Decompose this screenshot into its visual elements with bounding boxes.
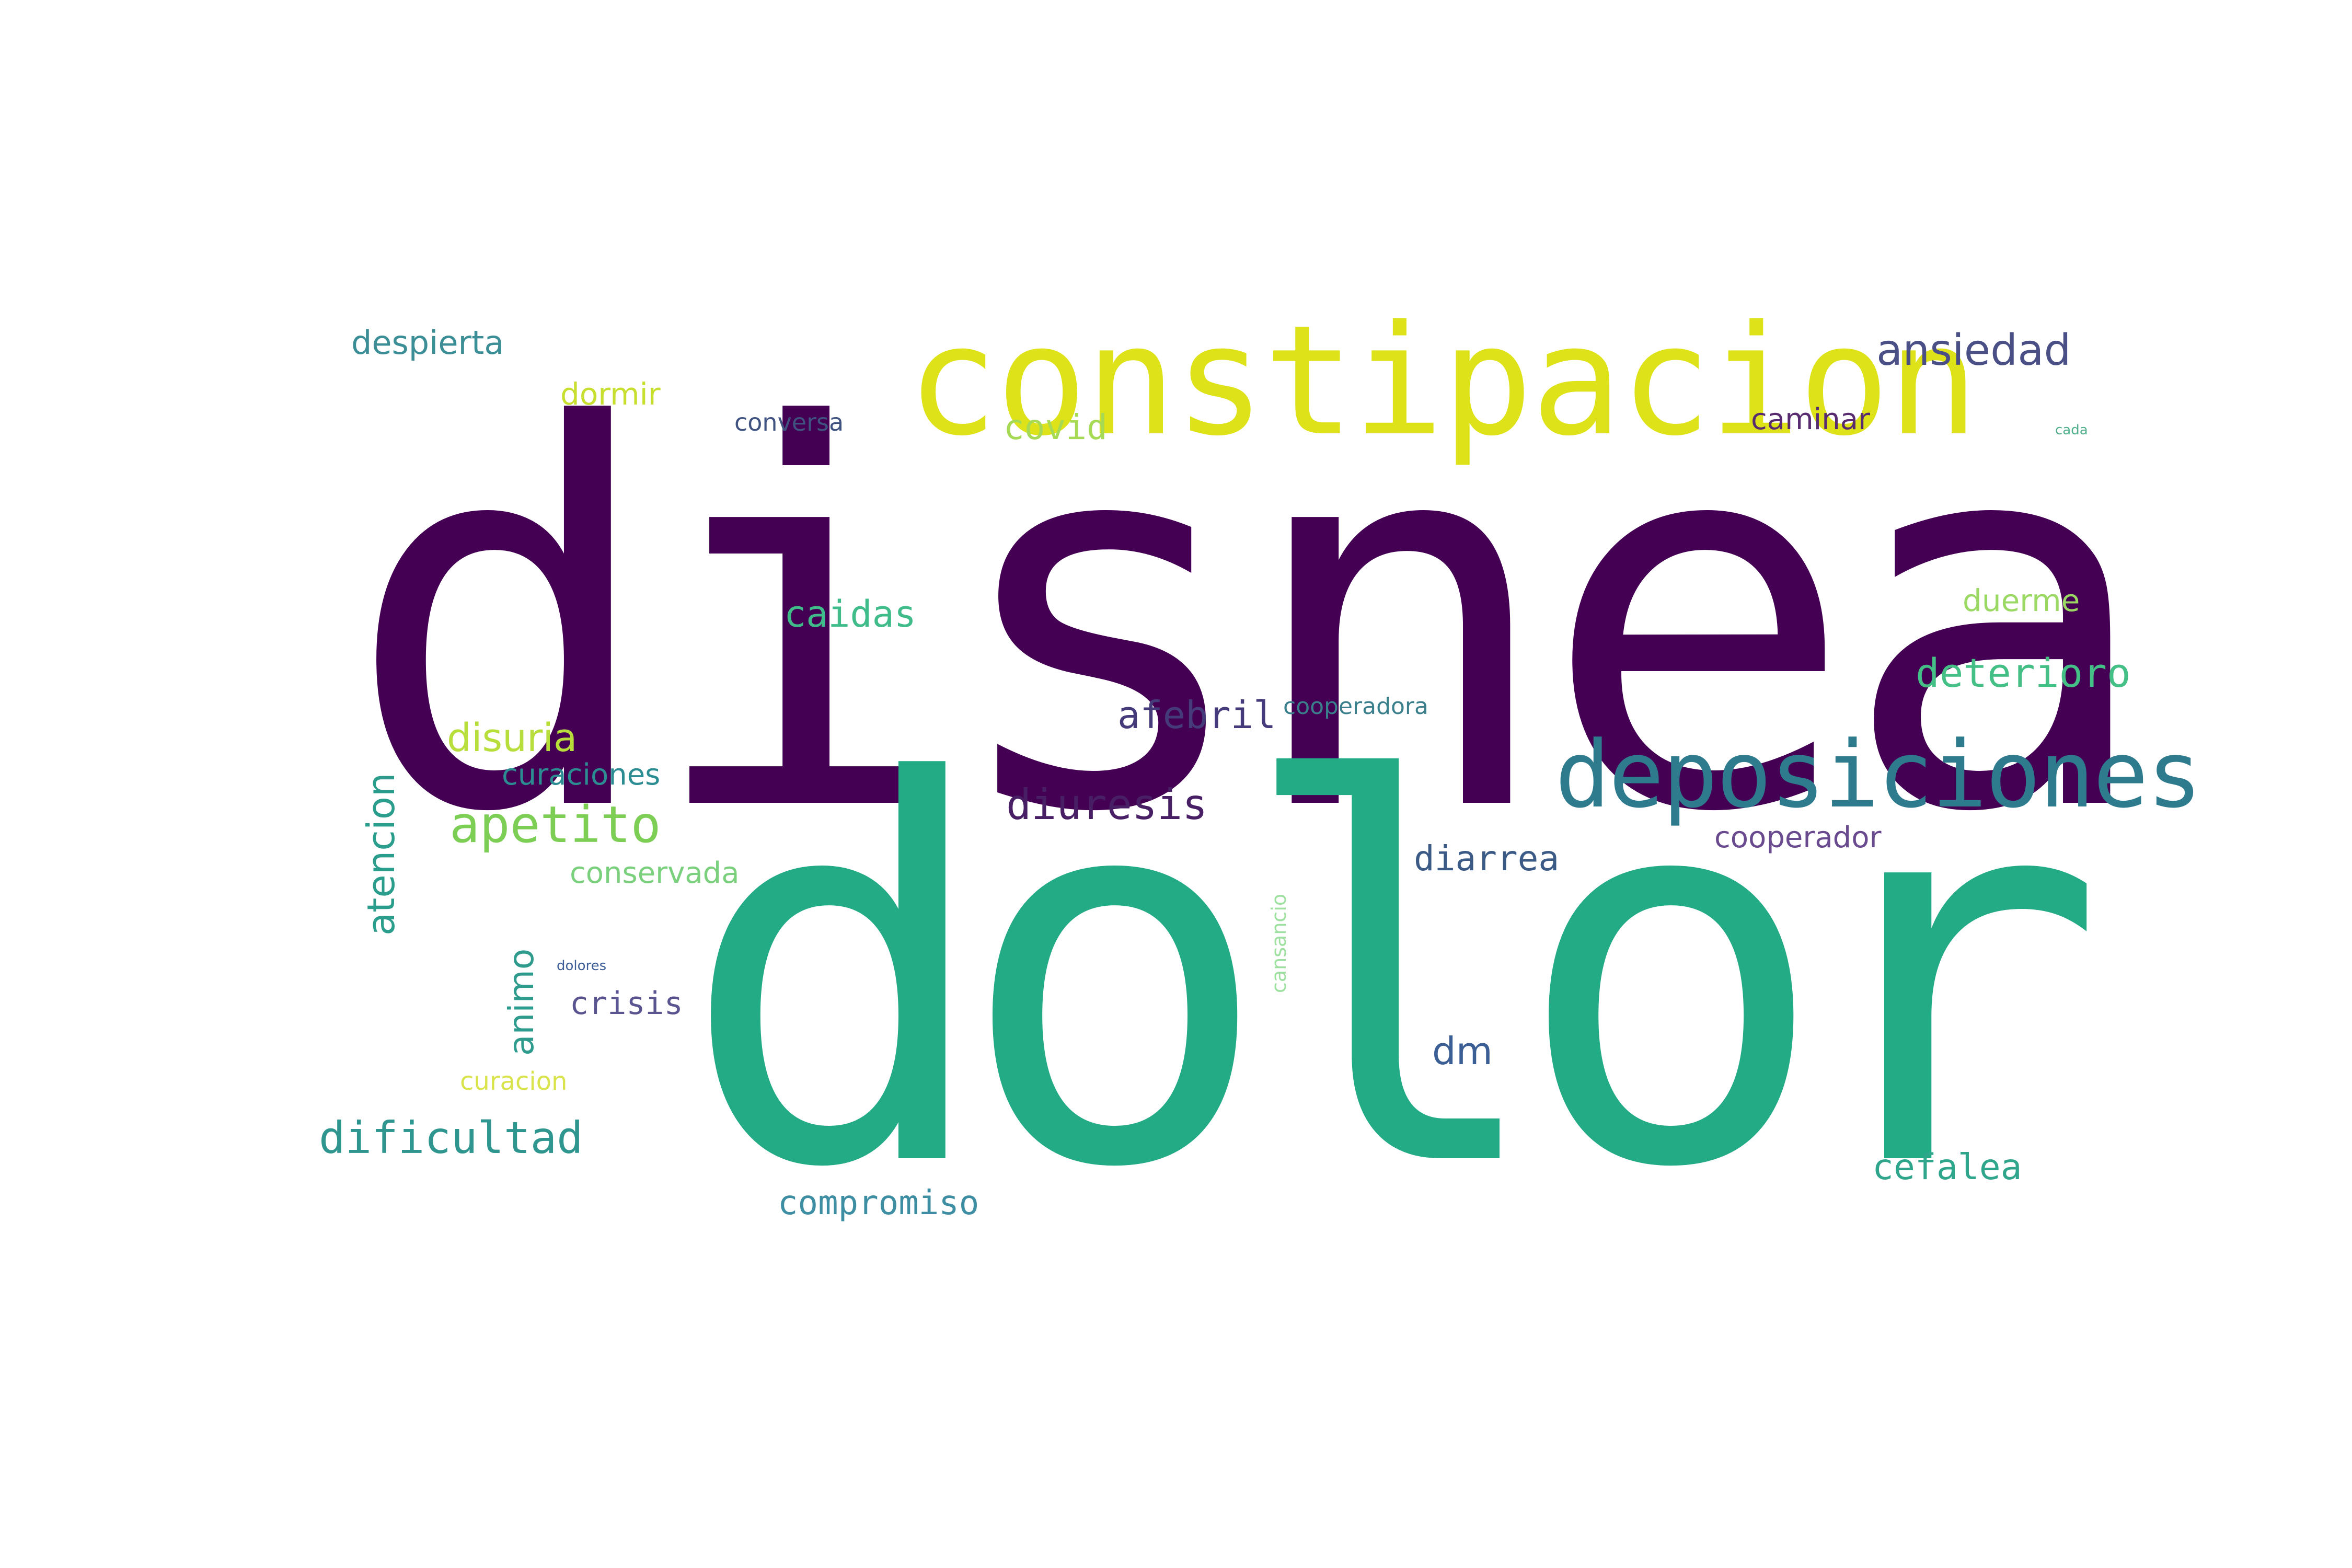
word-cansancio: cansancio: [1267, 893, 1290, 993]
word-constipacion: constipacion: [907, 293, 1979, 469]
word-compromiso: compromiso: [778, 1184, 979, 1223]
word-curacion: curacion: [460, 1067, 568, 1096]
word-duerme: duerme: [1963, 583, 2080, 618]
word-deterioro: deterioro: [1916, 650, 2131, 696]
word-animo: animo: [501, 948, 541, 1056]
word-crisis: crisis: [570, 985, 683, 1022]
word-atencion: atencion: [359, 773, 403, 936]
word-despierta: despierta: [351, 324, 504, 362]
word-cooperador: cooperador: [1714, 821, 1882, 855]
word-conversa: conversa: [734, 408, 844, 436]
word-dm: dm: [1432, 1029, 1493, 1073]
word-disuria: disuria: [447, 716, 578, 760]
word-diuresis: diuresis: [1006, 780, 1208, 829]
word-caminar: caminar: [1751, 402, 1871, 436]
word-dolor: dolor: [679, 673, 2106, 1282]
word-afebril: afebril: [1117, 693, 1276, 737]
word-conservada: conservada: [570, 856, 740, 890]
word-dificultad: dificultad: [319, 1112, 583, 1163]
word-caidas: caidas: [784, 593, 916, 636]
word-cefalea: cefalea: [1872, 1147, 2022, 1188]
word-cooperadora: cooperadora: [1283, 693, 1428, 720]
word-dolores: dolores: [557, 958, 607, 974]
word-disnea: disnea: [345, 318, 2154, 926]
word-diarrea: diarrea: [1414, 838, 1560, 879]
word-ansiedad: ansiedad: [1876, 326, 2071, 375]
word-dormir: dormir: [560, 376, 661, 412]
word-apetito: apetito: [449, 795, 661, 854]
word-curaciones: curaciones: [502, 758, 661, 792]
word-deposiciones: deposiciones: [1555, 721, 2203, 828]
word-covid: covid: [1004, 407, 1108, 447]
word-cada: cada: [2055, 422, 2088, 438]
